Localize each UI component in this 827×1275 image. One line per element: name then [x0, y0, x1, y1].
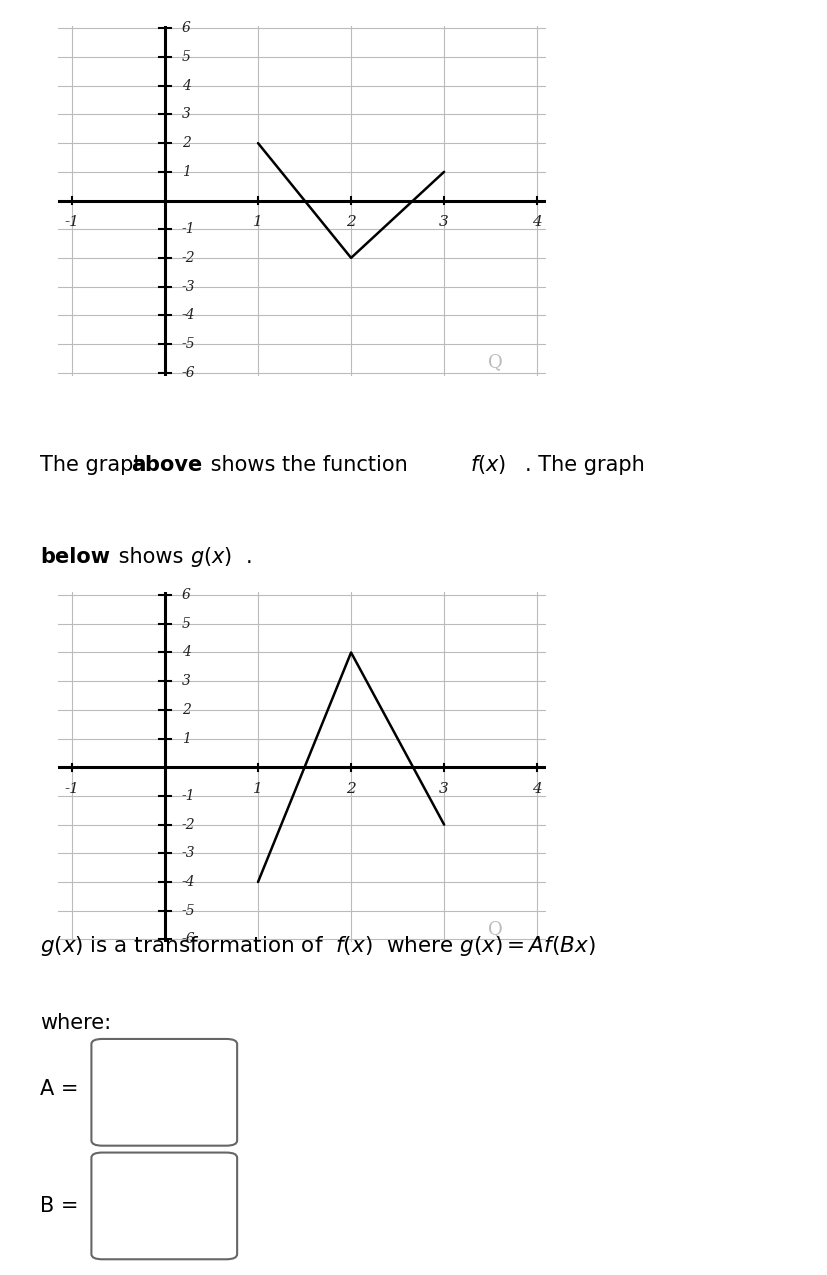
- Text: 4: 4: [532, 782, 542, 796]
- Text: A =: A =: [41, 1079, 79, 1099]
- Text: 6: 6: [181, 22, 190, 36]
- Text: The graph: The graph: [41, 455, 153, 474]
- Text: 2: 2: [346, 215, 356, 228]
- Text: 5: 5: [181, 617, 190, 631]
- Text: -6: -6: [181, 932, 195, 946]
- Text: . The graph: . The graph: [524, 455, 644, 474]
- Text: -1: -1: [65, 782, 79, 796]
- Text: 4: 4: [532, 215, 542, 228]
- Text: Q: Q: [487, 921, 502, 938]
- Text: -1: -1: [65, 215, 79, 228]
- Text: 2: 2: [181, 136, 190, 150]
- Text: .: .: [246, 547, 252, 566]
- Text: Q: Q: [487, 353, 502, 371]
- Text: above: above: [131, 455, 203, 474]
- Text: -2: -2: [181, 817, 195, 831]
- Text: 3: 3: [438, 782, 448, 796]
- Text: -1: -1: [181, 222, 195, 236]
- Text: 3: 3: [181, 674, 190, 688]
- FancyBboxPatch shape: [91, 1039, 237, 1146]
- Text: -5: -5: [181, 337, 195, 351]
- Text: shows the function: shows the function: [204, 455, 414, 474]
- Text: where:: where:: [41, 1014, 112, 1033]
- Text: 2: 2: [346, 782, 356, 796]
- Text: 1: 1: [181, 164, 190, 178]
- Text: 1: 1: [181, 732, 190, 746]
- Text: $g(x)$: $g(x)$: [189, 544, 232, 569]
- Text: -4: -4: [181, 309, 195, 323]
- Text: 1: 1: [253, 782, 263, 796]
- Text: -3: -3: [181, 279, 195, 293]
- Text: 4: 4: [181, 645, 190, 659]
- Text: 1: 1: [253, 215, 263, 228]
- Text: 5: 5: [181, 50, 190, 64]
- Text: 3: 3: [438, 215, 448, 228]
- Text: -2: -2: [181, 251, 195, 265]
- Text: $f(x)$: $f(x)$: [470, 453, 506, 477]
- Text: $g(x)$ is a transformation of  $f(x)$  where $g(x) = Af(Bx)$: $g(x)$ is a transformation of $f(x)$ whe…: [41, 935, 595, 958]
- Text: 4: 4: [181, 79, 190, 93]
- Text: 3: 3: [181, 107, 190, 121]
- Text: 6: 6: [181, 588, 190, 602]
- Text: shows: shows: [112, 547, 189, 566]
- Text: -4: -4: [181, 875, 195, 889]
- Text: B =: B =: [41, 1196, 79, 1216]
- FancyBboxPatch shape: [91, 1153, 237, 1260]
- Text: below: below: [41, 547, 110, 566]
- Text: -3: -3: [181, 847, 195, 861]
- Text: 2: 2: [181, 703, 190, 717]
- Text: -6: -6: [181, 366, 195, 380]
- Text: -1: -1: [181, 789, 195, 803]
- Text: -5: -5: [181, 904, 195, 918]
